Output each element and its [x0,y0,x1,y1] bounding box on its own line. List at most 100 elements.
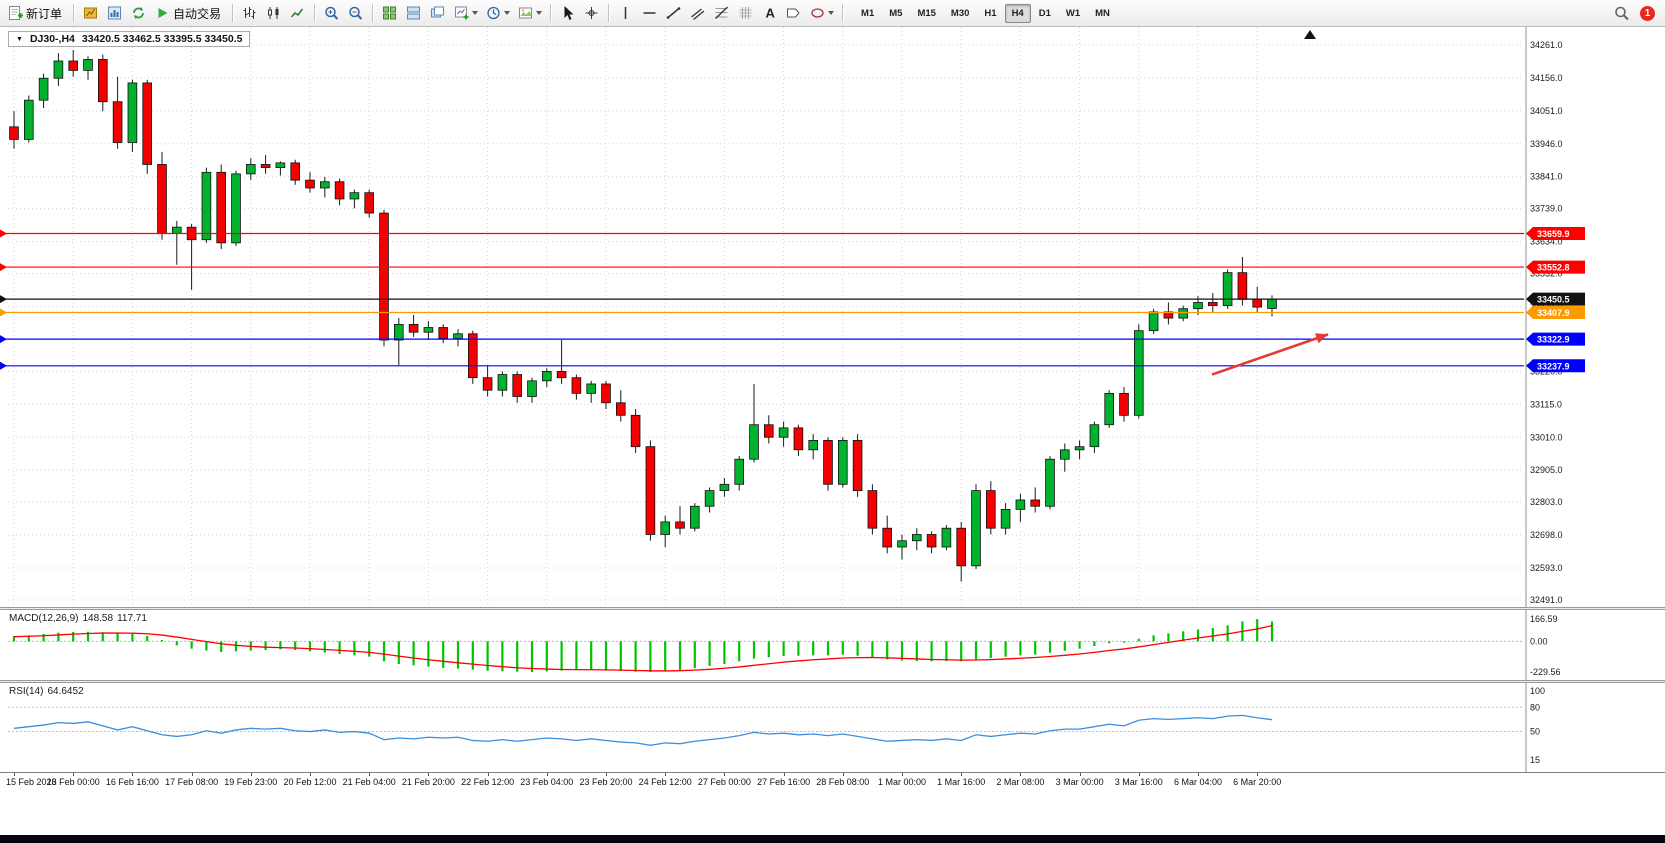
candle [1045,456,1055,510]
trend-arrow[interactable] [1211,333,1329,376]
tile-windows-button[interactable] [378,2,401,24]
new-order-button[interactable]: 新订单 [4,2,68,24]
chevron-down-icon[interactable] [472,11,479,15]
cascade-windows-button[interactable] [426,2,449,24]
timeframe-d1-button[interactable]: D1 [1038,7,1051,19]
candle [956,521,966,582]
cascade-windows-icon [431,6,445,18]
time-axis-label: 19 Feb 23:00 [224,777,278,787]
horizontal-line-button[interactable] [638,2,661,24]
chart-shift-marker[interactable] [1304,30,1316,39]
time-tick [842,773,844,776]
candle [379,209,389,347]
rsi-panel[interactable]: 100 80 50 15 RSI(14) 64.6452 [0,683,1665,772]
vertical-line-button[interactable] [614,2,637,24]
notification-badge[interactable]: 1 [1640,5,1655,21]
pivot-line-price-tag [1526,305,1585,319]
trendline-button[interactable] [662,2,685,24]
support-line-2-price-tag [1526,359,1585,373]
bar-chart-button[interactable] [238,2,261,24]
period-button[interactable] [482,2,513,24]
price-axis-label: 34156.0 [1530,73,1563,83]
search-icon [1615,6,1629,21]
candle [275,161,286,176]
candle [867,484,878,535]
timeframe-h4-button[interactable]: H4 [1004,3,1031,23]
chart-ohlc: 33420.5 33462.5 33395.5 33450.5 [81,33,243,45]
time-axis-label: 1 Mar 16:00 [937,777,986,787]
chevron-down-icon[interactable] [828,11,835,15]
candle [690,503,700,532]
price-tag-label: 33322.9 [1537,335,1570,345]
chart-title[interactable]: ▼ DJ30-,H4 33420.5 33462.5 33395.5 33450… [8,31,251,47]
timeframe-toolbar: M1 M5 M15 M30 H1 H4 D1 W1 MN [854,3,1117,23]
timeframe-m5-button[interactable]: M5 [889,7,903,19]
zoom-out-button[interactable] [344,2,367,24]
time-tick [783,773,785,776]
candle [497,371,508,397]
toolbar-separator [314,4,316,22]
time-axis-label: 1 Mar 00:00 [877,777,927,787]
zoom-in-button[interactable] [320,2,343,24]
rsi-chart: 100 80 50 15 [8,683,1545,772]
panel-separator[interactable] [0,607,1665,610]
auto-trading-button[interactable]: 自动交易 [151,2,227,24]
candle [38,73,49,109]
shapes-icon [811,8,824,18]
data-window-button[interactable] [103,2,126,24]
navigator-icon [133,7,144,19]
price-chart[interactable]: 34261.0 34156.0 34051.0 33946.0 33841.0 33739… [0,27,1665,607]
toolbar-separator [842,4,844,22]
candle [749,383,759,463]
line-chart-button[interactable] [286,2,309,24]
crosshair-button[interactable] [580,2,603,24]
toolbar-separator [73,4,75,22]
toolbar-separator [232,4,234,22]
time-axis-label: 6 Mar 20:00 [1233,777,1282,787]
navigator-button[interactable] [127,2,150,24]
timeframe-m30-button[interactable]: M30 [950,7,970,19]
chevron-down-icon[interactable] [536,11,543,15]
candle [912,528,922,551]
collapse-icon[interactable]: ▼ [16,35,23,43]
price-axis-label: 33010.0 [1530,432,1563,442]
main-chart-panel[interactable]: 34261.0 34156.0 34051.0 33946.0 33841.0 33739… [0,27,1665,607]
candle [1104,390,1115,428]
timeframe-w1-button[interactable]: W1 [1065,7,1081,19]
candle [1119,387,1129,422]
market-watch-button[interactable] [79,2,102,24]
shapes-button[interactable] [806,2,837,24]
label-button[interactable] [782,2,805,24]
timeframe-m15-button[interactable]: M15 [917,7,936,19]
timeframe-h1-button[interactable]: H1 [984,7,997,19]
cursor-button[interactable] [556,2,579,24]
fibonacci-button[interactable] [710,2,733,24]
candle [260,155,271,174]
candle [986,481,996,535]
template-icon [519,7,533,19]
data-window-icon [108,6,122,20]
candle [1208,293,1218,312]
panel-separator[interactable] [0,680,1665,683]
chevron-down-icon[interactable] [504,11,511,15]
time-axis[interactable]: 15 Feb 2023 16 Feb 00:00 16 Feb 16:00 17 Fe… [0,772,1665,792]
template-button[interactable] [514,2,545,24]
grid-button[interactable] [734,2,757,24]
toolbar: 新订单 自动交易 A M1 M5 M15 M30 H1 H4 D1 W1 MN 1 [0,0,1665,27]
rsi-line [13,714,1273,746]
new-chart-button[interactable] [450,2,481,24]
text-button[interactable]: A [758,2,781,24]
timeframe-m1-button[interactable]: M1 [861,7,875,19]
candle [1000,503,1011,535]
candle [393,318,404,366]
timeframe-mn-button[interactable]: MN [1095,7,1110,19]
market-watch-icon [84,7,98,19]
candle [823,437,833,491]
candlestick-chart-button[interactable] [262,2,285,24]
arrange-windows-button[interactable] [402,2,425,24]
play-icon [158,8,168,18]
channel-button[interactable] [686,2,709,24]
search-icon[interactable] [1613,5,1630,21]
macd-panel[interactable]: 166.59 0.00 -229.56 MACD(12,26,9) 148.58 117… [0,610,1665,680]
